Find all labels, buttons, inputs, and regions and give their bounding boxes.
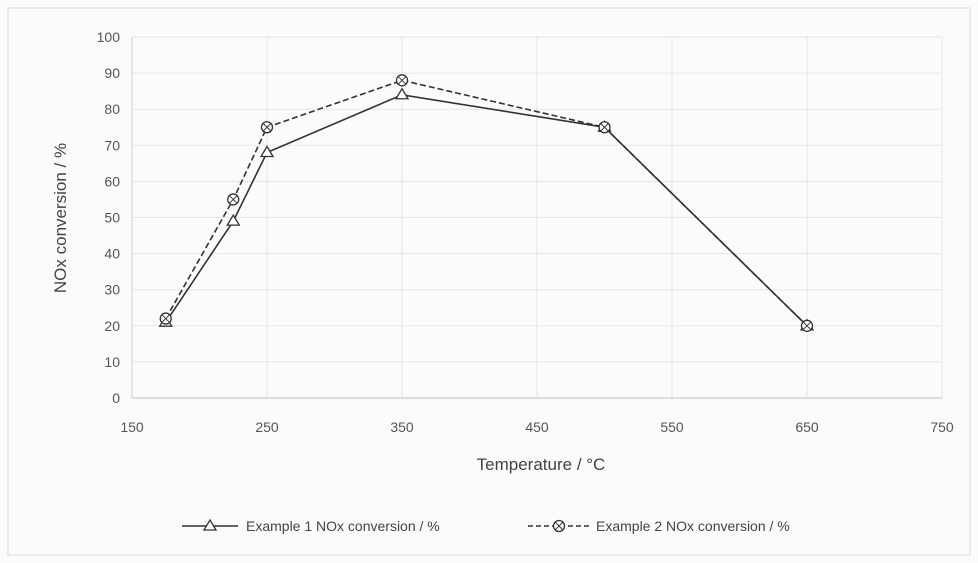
x-tick-label: 450 <box>525 419 549 435</box>
legend-marker-triangle <box>204 520 216 530</box>
y-tick-label: 50 <box>104 210 120 226</box>
y-tick-label: 100 <box>97 29 121 45</box>
gridlines <box>132 37 942 398</box>
series-1 <box>160 89 813 330</box>
y-tick-label: 40 <box>104 246 120 262</box>
data-point-crossed-circle <box>397 75 408 86</box>
y-tick-label: 20 <box>104 318 120 334</box>
x-tick-label: 550 <box>660 419 684 435</box>
data-point-triangle <box>227 215 239 225</box>
legend-item-example-1: Example 1 NOx conversion / % <box>182 518 440 534</box>
legend: Example 1 NOx conversion / % Example 2 N… <box>182 518 790 534</box>
data-point-crossed-circle <box>228 194 239 205</box>
x-tick-label: 650 <box>795 419 819 435</box>
x-tick-label: 150 <box>120 419 144 435</box>
y-tick-label: 60 <box>104 173 120 189</box>
y-tick-label: 90 <box>104 65 120 81</box>
data-point-crossed-circle <box>802 320 813 331</box>
x-tick-label: 250 <box>255 419 279 435</box>
data-point-crossed-circle <box>599 122 610 133</box>
y-tick-label: 0 <box>112 390 120 406</box>
series-2 <box>160 75 812 331</box>
data-point-triangle <box>396 89 408 99</box>
x-axis-title: Temperature / °C <box>477 455 606 474</box>
legend-label-example-1: Example 1 NOx conversion / % <box>246 518 440 534</box>
series-line-2 <box>166 80 807 325</box>
legend-label-example-2: Example 2 NOx conversion / % <box>596 518 790 534</box>
y-tick-label: 80 <box>104 101 120 117</box>
y-tick-label: 30 <box>104 282 120 298</box>
x-tick-label: 350 <box>390 419 414 435</box>
legend-marker-crossed-circle <box>554 521 565 532</box>
series-group <box>160 75 813 331</box>
y-tick-label: 70 <box>104 137 120 153</box>
y-tick-label: 10 <box>104 354 120 370</box>
data-point-crossed-circle <box>160 313 171 324</box>
x-tick-label: 750 <box>930 419 954 435</box>
y-axis-title: NOx conversion / % <box>51 143 70 293</box>
data-point-crossed-circle <box>262 122 273 133</box>
legend-item-example-2: Example 2 NOx conversion / % <box>528 518 790 534</box>
